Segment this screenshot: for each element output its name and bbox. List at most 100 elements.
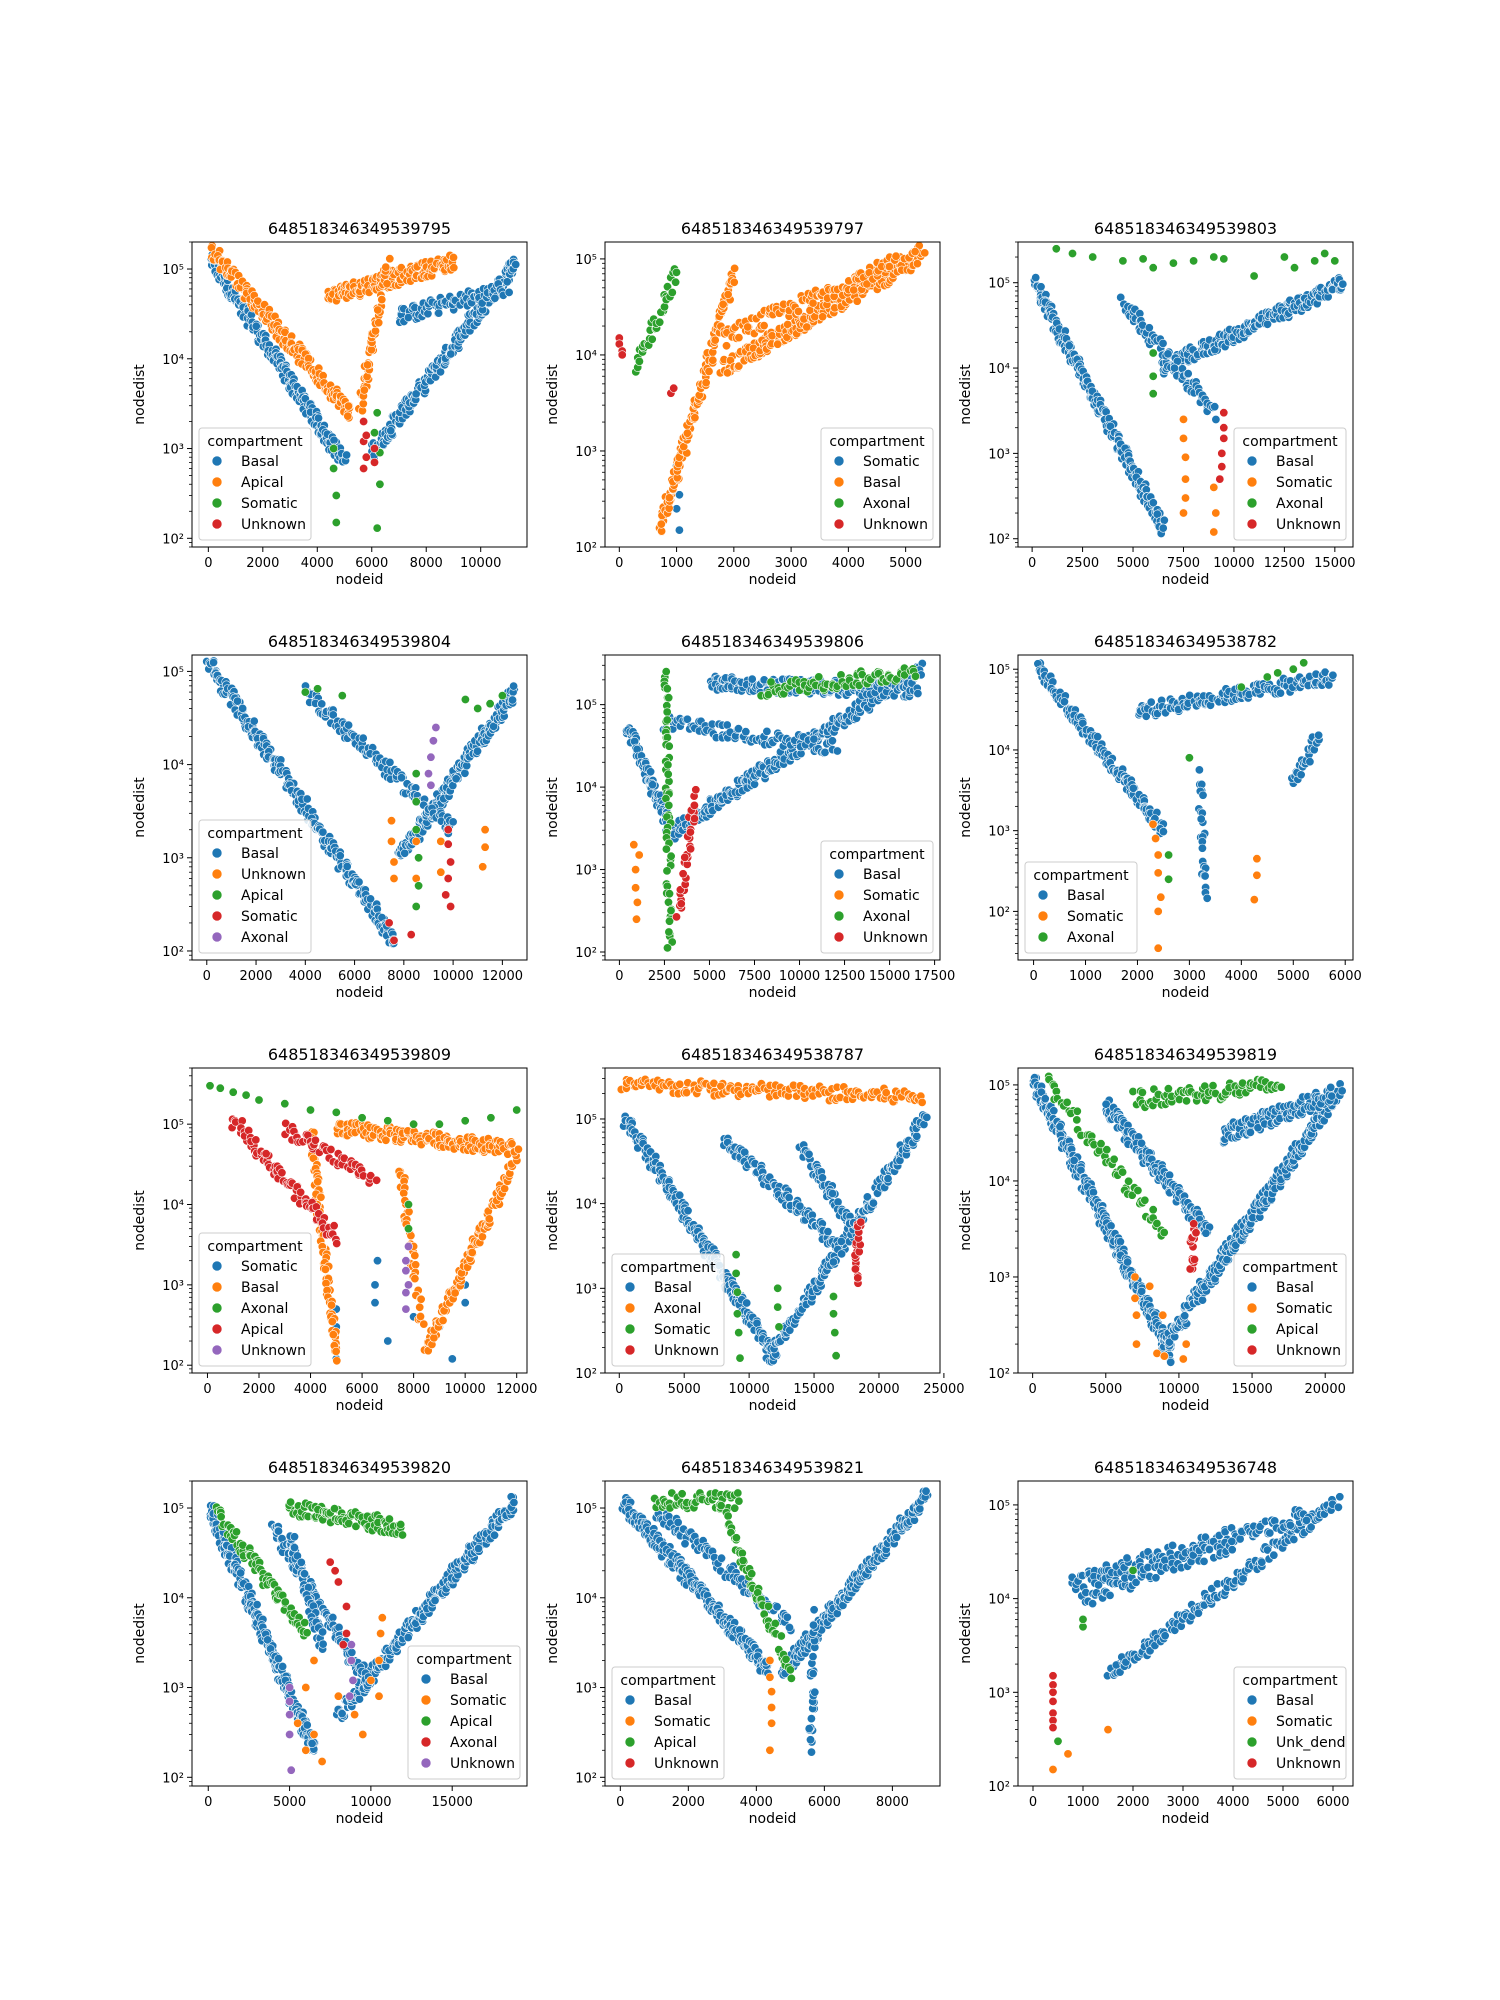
data-point xyxy=(448,253,458,263)
data-point xyxy=(386,816,396,826)
data-point xyxy=(401,1256,411,1266)
data-point xyxy=(891,251,901,261)
data-point xyxy=(410,1251,420,1261)
data-point xyxy=(1148,819,1158,829)
data-point xyxy=(1153,868,1163,878)
data-point xyxy=(634,850,644,860)
data-point xyxy=(504,287,514,297)
legend-entry: Basal xyxy=(241,1280,279,1296)
data-point xyxy=(233,696,243,706)
series-somatic xyxy=(1148,819,1262,953)
data-point xyxy=(664,741,674,751)
series-unknown xyxy=(1215,408,1229,484)
data-point xyxy=(685,827,695,837)
data-point xyxy=(359,463,369,473)
legend-box xyxy=(198,1232,312,1367)
data-point xyxy=(374,318,384,328)
data-point xyxy=(328,710,338,720)
data-point xyxy=(767,331,777,341)
legend-title: compartment xyxy=(1033,868,1129,884)
data-point xyxy=(328,1330,338,1340)
x-tick-label: 1000 xyxy=(660,556,693,571)
y-tick-label: 10⁵ xyxy=(162,263,184,278)
series-apical xyxy=(227,1114,382,1249)
x-tick-label: 10000 xyxy=(779,969,820,984)
data-point xyxy=(814,672,824,682)
data-point xyxy=(1093,732,1103,742)
data-point xyxy=(1148,348,1158,358)
data-point xyxy=(663,760,673,770)
data-point xyxy=(410,1274,420,1284)
x-tick-label: 6000 xyxy=(355,556,388,571)
y-tick-label: 10³ xyxy=(575,445,597,460)
scatter-points xyxy=(614,242,930,537)
legend-entry: Unknown xyxy=(241,517,306,533)
x-tick-label: 5000 xyxy=(889,556,922,571)
x-axis-label: nodeid xyxy=(336,985,384,1001)
data-point xyxy=(426,780,436,790)
data-point xyxy=(710,335,720,345)
x-tick-label: 5000 xyxy=(1116,556,1149,571)
legend-marker xyxy=(833,889,845,901)
series-basal xyxy=(654,242,930,537)
legend: compartmentBasalUnknownApicalSomaticAxon… xyxy=(198,819,312,954)
data-point xyxy=(762,726,772,736)
data-point xyxy=(369,443,379,453)
data-point xyxy=(664,916,674,926)
data-point xyxy=(1159,515,1169,525)
legend-entry: Apical xyxy=(241,1322,284,1338)
data-point xyxy=(261,1149,271,1159)
legend-marker xyxy=(211,1260,223,1272)
data-point xyxy=(690,413,700,423)
legend-box xyxy=(820,427,934,541)
data-point xyxy=(646,767,656,777)
y-axis-label: nodedist xyxy=(545,364,561,425)
data-point xyxy=(419,1319,429,1329)
x-tick-label: 15000 xyxy=(1314,556,1355,571)
data-point xyxy=(722,368,732,378)
y-tick-label: 10⁴ xyxy=(162,353,184,368)
data-point xyxy=(403,1200,413,1210)
data-point xyxy=(362,360,372,370)
data-point xyxy=(313,684,323,694)
data-point xyxy=(477,1232,487,1242)
axes-frame xyxy=(191,654,528,961)
data-point xyxy=(900,670,910,680)
x-axis-label: nodeid xyxy=(749,572,797,588)
data-point xyxy=(1158,338,1168,348)
data-point xyxy=(1088,252,1098,262)
x-tick-label: 0 xyxy=(1028,556,1036,571)
data-point xyxy=(662,715,672,725)
y-tick-label: 10² xyxy=(988,533,1010,548)
data-point xyxy=(1189,256,1199,266)
data-point xyxy=(357,1113,367,1123)
data-point xyxy=(664,927,674,937)
chart-title: 648518346349539797 xyxy=(681,219,864,238)
data-point xyxy=(460,694,470,704)
data-point xyxy=(674,525,684,535)
data-point xyxy=(302,794,312,804)
data-point xyxy=(415,1302,425,1312)
x-tick-label: 0 xyxy=(615,969,623,984)
series-basal xyxy=(619,1110,932,1367)
x-axis-label: nodeid xyxy=(336,1398,384,1414)
data-point xyxy=(396,773,406,783)
data-point xyxy=(443,825,453,835)
data-point xyxy=(400,848,410,858)
data-point xyxy=(448,817,458,827)
y-axis-label: nodedist xyxy=(132,777,148,838)
data-point xyxy=(832,746,842,756)
data-point xyxy=(478,862,488,872)
data-point xyxy=(1179,414,1189,424)
data-point xyxy=(773,339,783,349)
legend-marker xyxy=(1037,889,1049,901)
y-tick-label: 10² xyxy=(575,541,597,556)
data-point xyxy=(344,720,354,730)
data-point xyxy=(1184,753,1194,763)
data-point xyxy=(409,1119,419,1129)
data-point xyxy=(317,699,327,709)
data-point xyxy=(662,732,672,742)
x-tick-label: 5000 xyxy=(1277,969,1310,984)
